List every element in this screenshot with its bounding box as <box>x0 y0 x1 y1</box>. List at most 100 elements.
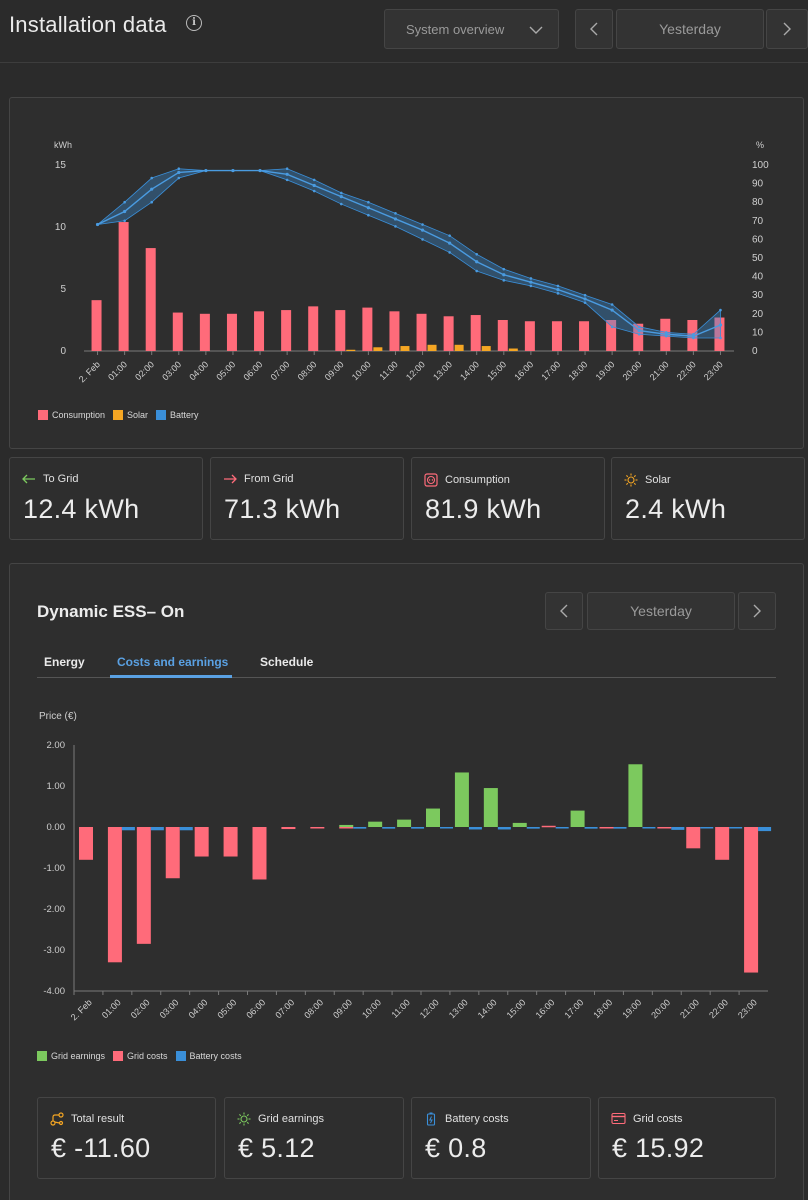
consumption-bar <box>551 321 562 351</box>
battery-max-point <box>123 200 126 204</box>
x-tick-label: 17:00 <box>562 997 585 1020</box>
legend-battery-costs[interactable]: Battery costs <box>175 1051 242 1061</box>
x-tick-label: 13:00 <box>431 359 454 382</box>
legend-grid-earnings[interactable]: Grid earnings <box>37 1051 105 1061</box>
legend-battery[interactable]: Battery <box>156 410 199 420</box>
legend-consumption[interactable]: Consumption <box>38 410 105 420</box>
consumption-card: Consumption 81.9 kWh <box>411 457 605 540</box>
x-tick-label: 03:00 <box>158 997 181 1020</box>
battery-point <box>556 288 560 292</box>
battery-min-point <box>285 178 289 182</box>
battery-max-point <box>258 169 262 172</box>
x-tick-label: 23:00 <box>702 359 725 382</box>
battery-point <box>529 280 533 284</box>
consumption-bar <box>335 310 346 351</box>
solar-bar <box>373 347 383 351</box>
total-result-value: € -11.60 <box>51 1133 151 1163</box>
x-tick-label: 10:00 <box>350 359 373 382</box>
battery-min-point <box>583 301 587 304</box>
battery-max-point <box>312 178 316 182</box>
battery-costs-value: € 0.8 <box>425 1133 487 1163</box>
tab-energy[interactable]: Energy <box>44 655 85 669</box>
x-tick-label: 19:00 <box>594 359 617 382</box>
x-tick-label: 14:00 <box>458 359 481 382</box>
legend-solar[interactable]: Solar <box>113 410 148 420</box>
battery-point <box>393 217 398 221</box>
consumption-bar <box>389 311 400 351</box>
energy-legend: Consumption Solar Battery <box>38 410 199 420</box>
x-tick-label: 17:00 <box>539 359 562 382</box>
consumption-bar <box>416 313 427 351</box>
energy-chart: kWh % 0 5 10 15 0 10 20 30 40 50 60 70 80 90 100 2. Feb 01… <box>54 140 769 384</box>
x-tick-label: 06:00 <box>244 997 267 1020</box>
x-tick-label: 04:00 <box>187 997 210 1020</box>
solar-bar <box>481 346 491 351</box>
battery-max-point <box>610 303 614 306</box>
view-select-label: System overview <box>406 21 505 37</box>
battery-costs-bar <box>584 827 598 829</box>
next-day-button[interactable] <box>766 9 808 49</box>
legend-grid-costs[interactable]: Grid costs <box>113 1051 168 1061</box>
y-axis-label: Price (€) <box>39 711 77 722</box>
battery-icon <box>426 1112 436 1126</box>
to-grid-value: 12.4 kWh <box>23 494 140 524</box>
battery-costs-bar <box>671 827 685 830</box>
y2-tick-label: 30 <box>752 290 764 301</box>
y-tick-label: -3.00 <box>43 945 65 956</box>
legend-swatch <box>37 1051 47 1061</box>
battery-min-point <box>312 189 316 193</box>
x-tick-label: 19:00 <box>620 997 643 1020</box>
consumption-bar <box>118 222 129 351</box>
battery-costs-card: Battery costs € 0.8 <box>411 1097 591 1179</box>
legend-swatch <box>113 410 124 420</box>
consumption-bar <box>579 321 590 351</box>
info-icon[interactable]: i <box>186 15 202 31</box>
view-select[interactable]: System overview <box>384 9 559 49</box>
battery-point <box>177 170 181 175</box>
prev-day-button[interactable] <box>575 9 613 49</box>
branch-icon <box>50 1112 64 1126</box>
x-tick-label: 15:00 <box>505 997 528 1020</box>
battery-min-point <box>448 251 451 254</box>
x-tick-label: 09:00 <box>323 359 346 382</box>
tab-costs-and-earnings[interactable]: Costs and earnings <box>117 655 229 669</box>
grid-costs-bar <box>107 827 122 963</box>
ess-date-display[interactable]: Yesterday <box>587 592 735 630</box>
to-grid-label: To Grid <box>43 473 79 485</box>
battery-max-point <box>231 169 235 172</box>
battery-point <box>691 334 695 338</box>
battery-point <box>285 172 289 176</box>
battery-costs-bar <box>411 827 425 829</box>
x-tick-label: 07:00 <box>269 359 292 382</box>
total-result-card: Total result € -11.60 <box>37 1097 216 1179</box>
battery-min-point <box>637 332 641 336</box>
ess-prev-day-button[interactable] <box>545 592 583 630</box>
costs-chart: Price (€) 2.00 1.00 0.00 -1.00 -2.00 -3.00 -4.0… <box>39 711 772 1022</box>
consumption-bar <box>443 316 454 351</box>
battery-point <box>583 297 587 301</box>
battery-costs-bar <box>150 827 164 831</box>
x-tick-label: 07:00 <box>273 997 296 1020</box>
battery-point <box>448 241 452 245</box>
battery-range-band <box>96 168 721 339</box>
x-tick-label: 21:00 <box>678 997 701 1020</box>
battery-point <box>610 308 614 312</box>
y-tick-label: 2.00 <box>47 740 66 751</box>
tab-schedule[interactable]: Schedule <box>260 655 314 669</box>
battery-max-point <box>448 234 451 237</box>
chevron-down-icon <box>529 26 543 34</box>
date-display[interactable]: Yesterday <box>616 9 764 49</box>
y2-tick-label: 90 <box>752 179 764 190</box>
solar-bar <box>508 348 518 351</box>
ess-next-day-button[interactable] <box>738 592 776 630</box>
grid-earnings-bar <box>426 808 440 827</box>
solar-value: 2.4 kWh <box>625 494 727 524</box>
battery-max-point <box>96 223 99 226</box>
y-tick-label: 15 <box>55 160 67 171</box>
battery-point <box>366 206 370 210</box>
battery-point <box>312 183 316 188</box>
y-axis-label: kWh <box>54 140 72 150</box>
chevron-right-icon <box>753 604 761 618</box>
x-tick-label: 13:00 <box>447 997 470 1020</box>
grid-costs-bar <box>686 827 701 849</box>
